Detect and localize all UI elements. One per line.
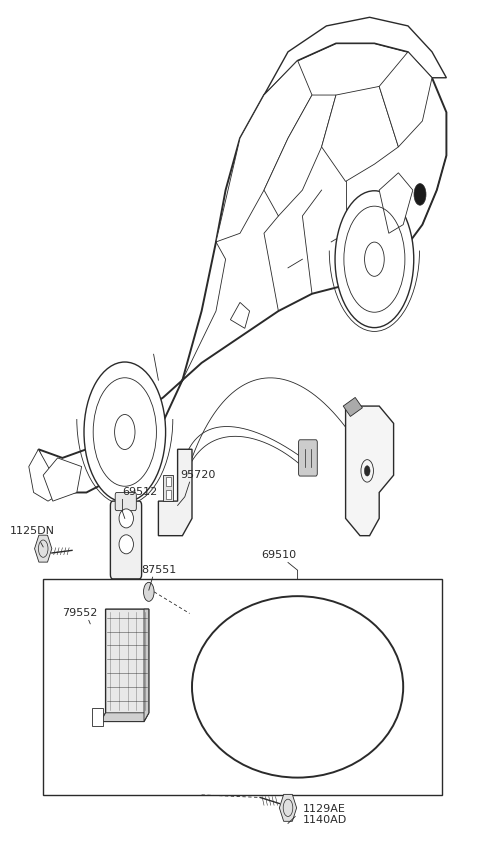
Polygon shape xyxy=(43,458,82,501)
Polygon shape xyxy=(264,95,336,216)
Polygon shape xyxy=(163,475,173,501)
Polygon shape xyxy=(158,449,192,536)
Ellipse shape xyxy=(119,535,133,554)
Text: 1129AE
1140AD: 1129AE 1140AD xyxy=(302,804,347,825)
Polygon shape xyxy=(379,173,413,233)
FancyBboxPatch shape xyxy=(115,492,136,511)
Bar xyxy=(43,579,442,795)
Text: 87551: 87551 xyxy=(142,564,177,575)
Polygon shape xyxy=(101,609,149,721)
Text: 79552: 79552 xyxy=(62,607,98,618)
Bar xyxy=(92,708,103,726)
Circle shape xyxy=(364,466,370,476)
Polygon shape xyxy=(144,609,149,721)
FancyBboxPatch shape xyxy=(299,440,317,476)
Polygon shape xyxy=(29,449,62,501)
Polygon shape xyxy=(216,60,312,242)
Polygon shape xyxy=(343,397,362,416)
Text: 95720: 95720 xyxy=(180,469,216,480)
Polygon shape xyxy=(101,713,149,721)
Ellipse shape xyxy=(192,596,403,778)
Bar xyxy=(166,490,171,499)
FancyBboxPatch shape xyxy=(110,501,142,579)
Polygon shape xyxy=(379,52,432,147)
Text: 1125DN: 1125DN xyxy=(10,525,55,536)
Ellipse shape xyxy=(84,362,166,502)
Polygon shape xyxy=(346,406,394,536)
Ellipse shape xyxy=(335,191,414,327)
Bar xyxy=(166,477,171,486)
Polygon shape xyxy=(230,302,250,328)
Text: 69510: 69510 xyxy=(262,550,297,560)
Text: 69512: 69512 xyxy=(122,486,157,497)
Circle shape xyxy=(144,582,154,601)
Polygon shape xyxy=(322,86,398,181)
Ellipse shape xyxy=(119,509,133,528)
Polygon shape xyxy=(38,43,446,492)
Polygon shape xyxy=(264,17,446,95)
Ellipse shape xyxy=(414,184,426,205)
